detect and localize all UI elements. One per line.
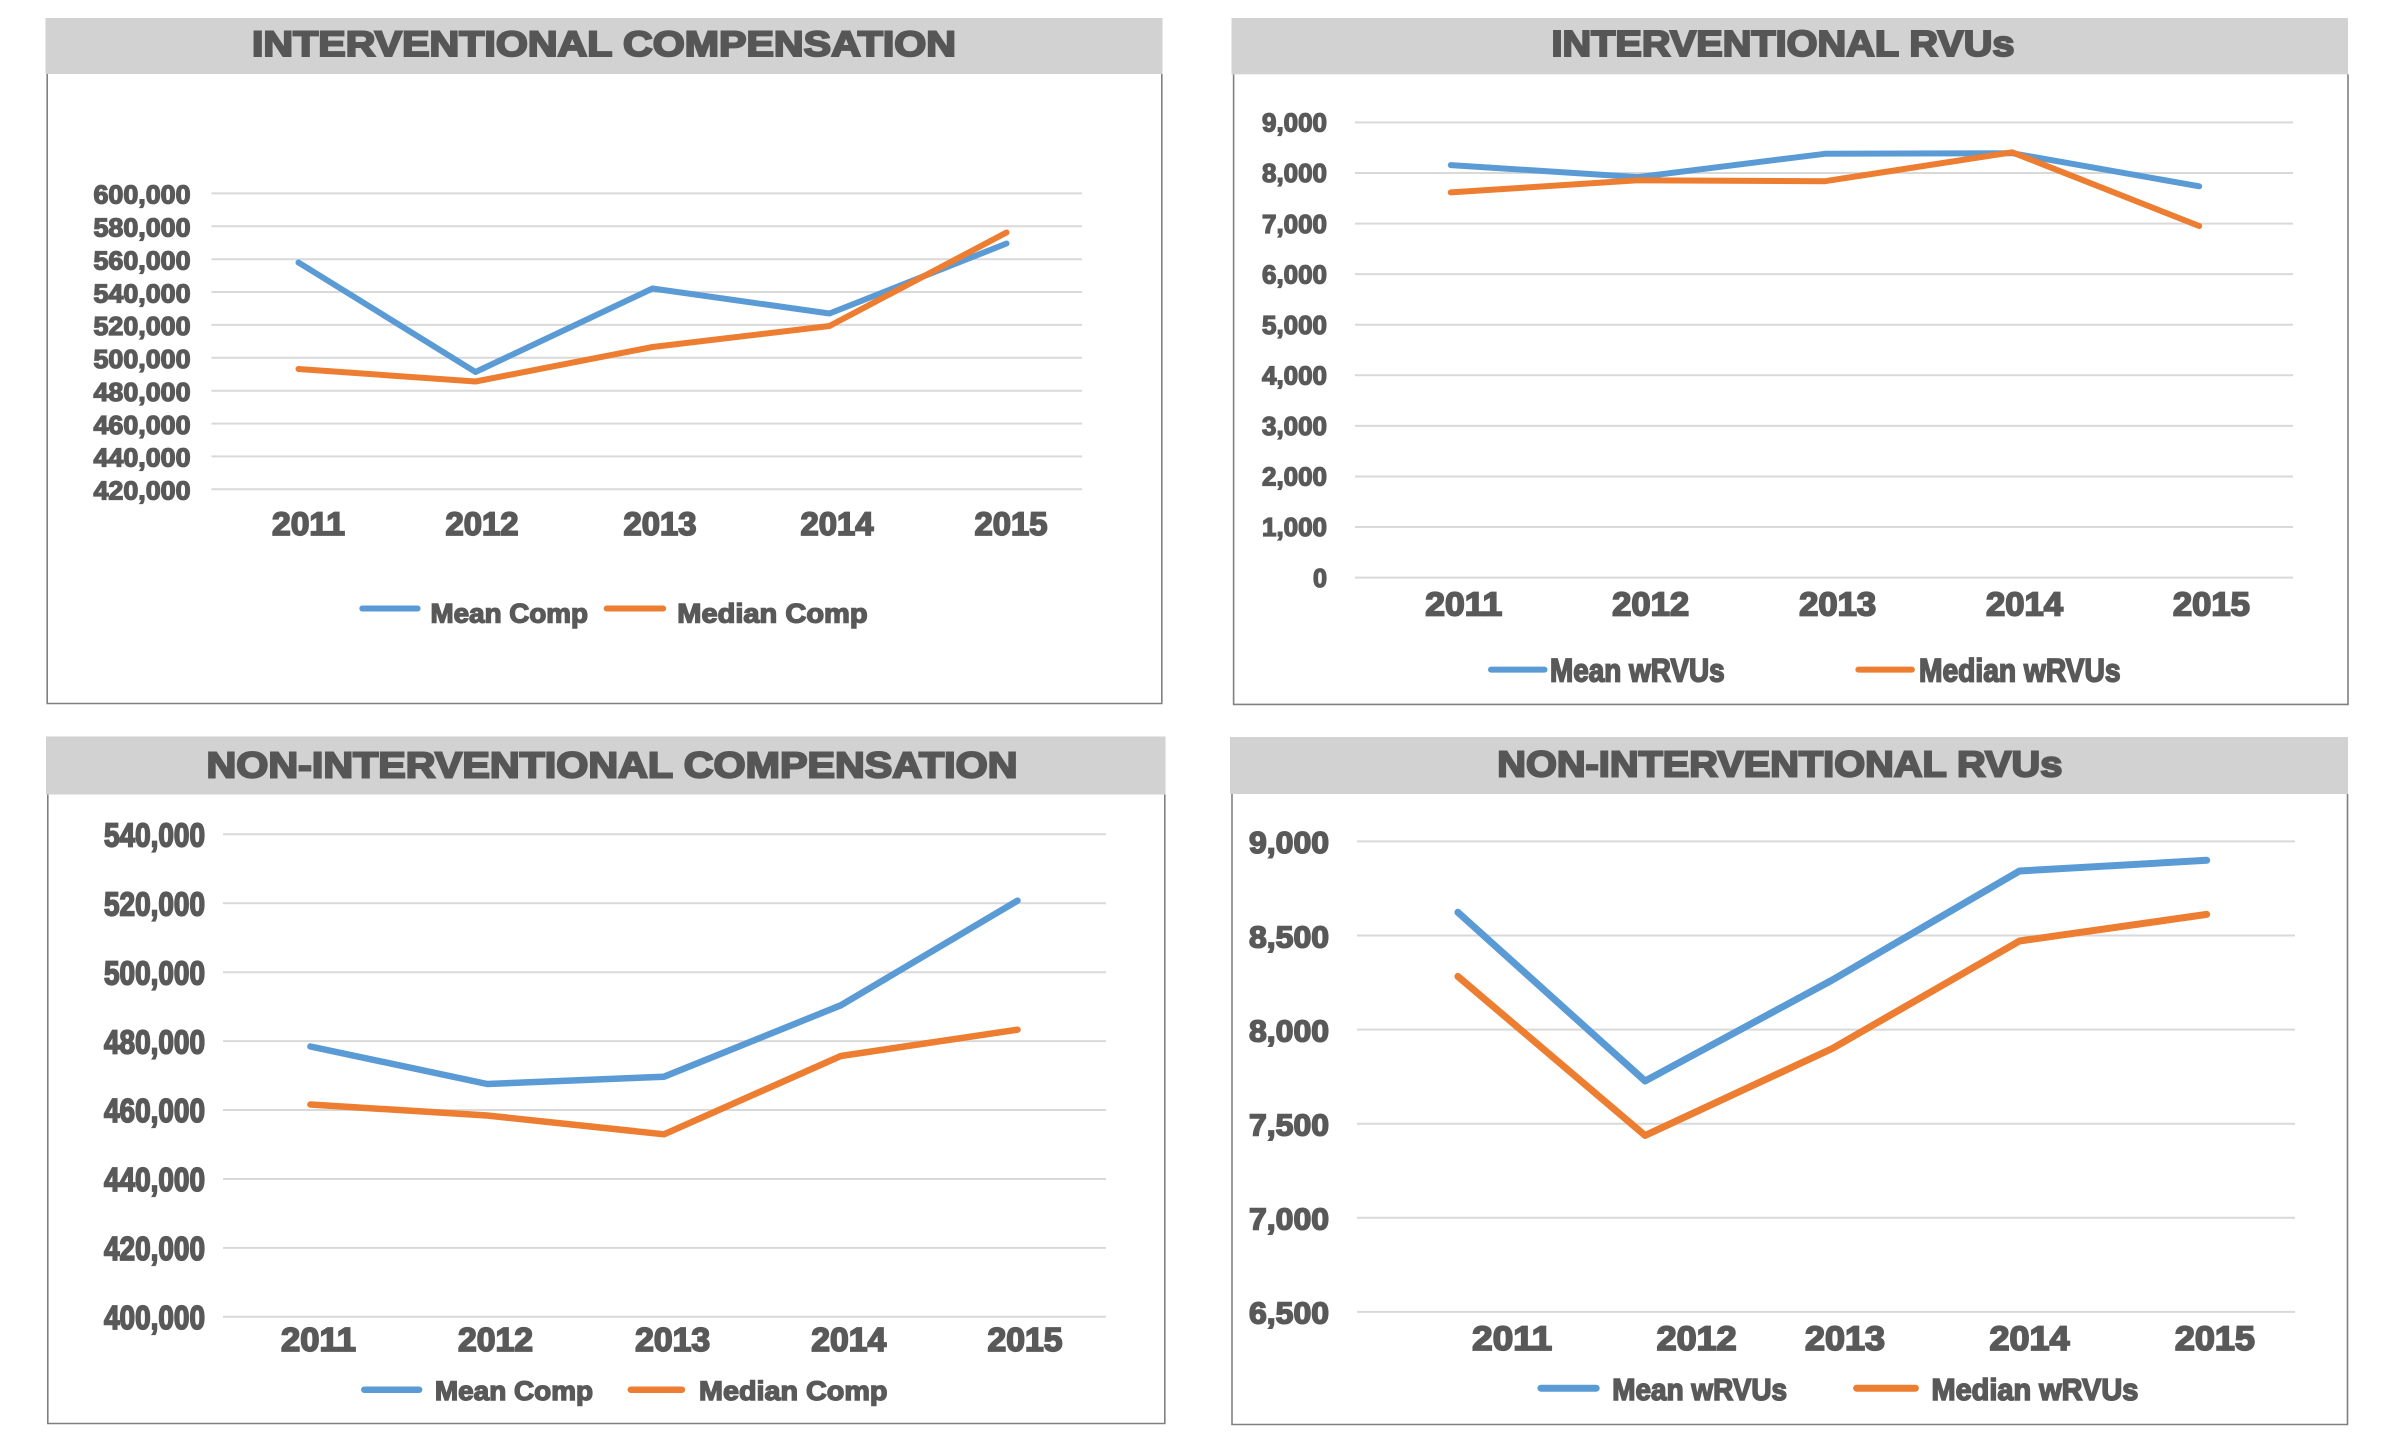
svg-text:1,000: 1,000 [1262, 514, 1327, 542]
svg-text:2014: 2014 [1986, 586, 2064, 623]
svg-text:420,000: 420,000 [94, 476, 191, 506]
svg-text:Median Comp: Median Comp [699, 1376, 888, 1406]
svg-text:500,000: 500,000 [104, 954, 205, 991]
svg-text:Median wRVUs: Median wRVUs [1919, 652, 2121, 688]
svg-text:Median wRVUs: Median wRVUs [1932, 1372, 2139, 1407]
svg-text:Mean Comp: Mean Comp [431, 599, 589, 629]
svg-text:2013: 2013 [1799, 586, 1876, 623]
svg-text:520,000: 520,000 [104, 885, 205, 922]
svg-text:5,000: 5,000 [1262, 312, 1327, 340]
svg-text:2012: 2012 [1612, 586, 1689, 623]
svg-text:500,000: 500,000 [94, 344, 191, 374]
svg-text:7,000: 7,000 [1249, 1202, 1329, 1237]
svg-text:2014: 2014 [811, 1321, 887, 1358]
svg-text:420,000: 420,000 [104, 1230, 205, 1267]
svg-text:2013: 2013 [1805, 1320, 1885, 1358]
svg-text:2013: 2013 [624, 506, 697, 542]
svg-text:6,000: 6,000 [1262, 261, 1327, 289]
svg-text:2014: 2014 [801, 506, 874, 542]
svg-text:2015: 2015 [975, 506, 1048, 542]
svg-text:560,000: 560,000 [94, 246, 191, 276]
svg-text:2011: 2011 [1425, 586, 1502, 623]
svg-text:8,000: 8,000 [1249, 1013, 1329, 1048]
svg-text:INTERVENTIONAL COMPENSATION: INTERVENTIONAL COMPENSATION [252, 25, 956, 64]
svg-text:9,000: 9,000 [1262, 110, 1327, 138]
svg-text:7,500: 7,500 [1249, 1108, 1329, 1143]
svg-text:580,000: 580,000 [94, 213, 191, 243]
svg-text:2015: 2015 [2175, 1320, 2255, 1358]
svg-text:2013: 2013 [635, 1321, 710, 1358]
svg-text:540,000: 540,000 [94, 278, 191, 308]
svg-text:Mean wRVUs: Mean wRVUs [1550, 652, 1725, 688]
svg-text:NON-INTERVENTIONAL COMPENSATIO: NON-INTERVENTIONAL COMPENSATION [207, 744, 1018, 785]
svg-text:2015: 2015 [2173, 586, 2250, 623]
svg-text:INTERVENTIONAL RVUs: INTERVENTIONAL RVUs [1552, 23, 2015, 64]
svg-text:2012: 2012 [1657, 1320, 1737, 1358]
svg-text:Mean wRVUs: Mean wRVUs [1612, 1372, 1787, 1407]
svg-text:400,000: 400,000 [104, 1299, 205, 1336]
svg-text:3,000: 3,000 [1262, 413, 1327, 441]
svg-text:2011: 2011 [281, 1321, 356, 1358]
svg-text:480,000: 480,000 [104, 1023, 205, 1060]
svg-text:540,000: 540,000 [104, 817, 205, 854]
svg-text:9,000: 9,000 [1249, 825, 1329, 860]
svg-text:440,000: 440,000 [94, 443, 191, 473]
svg-text:Median Comp: Median Comp [677, 599, 867, 629]
svg-text:2012: 2012 [458, 1321, 533, 1358]
svg-text:4,000: 4,000 [1262, 363, 1327, 391]
svg-text:520,000: 520,000 [94, 311, 191, 341]
svg-text:2011: 2011 [272, 506, 345, 542]
svg-text:7,000: 7,000 [1262, 211, 1327, 239]
svg-text:2011: 2011 [1472, 1320, 1552, 1358]
svg-text:0: 0 [1313, 565, 1327, 593]
svg-text:600,000: 600,000 [94, 180, 191, 210]
svg-text:2012: 2012 [446, 506, 519, 542]
svg-text:6,500: 6,500 [1249, 1296, 1329, 1331]
svg-text:2014: 2014 [1990, 1320, 2070, 1358]
svg-text:460,000: 460,000 [104, 1092, 205, 1129]
svg-text:8,000: 8,000 [1262, 160, 1327, 188]
svg-text:NON-INTERVENTIONAL RVUs: NON-INTERVENTIONAL RVUs [1497, 744, 2062, 785]
svg-text:460,000: 460,000 [94, 410, 191, 440]
svg-text:8,500: 8,500 [1249, 919, 1329, 954]
svg-text:Mean Comp: Mean Comp [435, 1376, 593, 1406]
svg-text:2015: 2015 [988, 1321, 1063, 1358]
svg-text:440,000: 440,000 [104, 1161, 205, 1198]
svg-text:2,000: 2,000 [1262, 464, 1327, 492]
svg-text:480,000: 480,000 [94, 377, 191, 407]
